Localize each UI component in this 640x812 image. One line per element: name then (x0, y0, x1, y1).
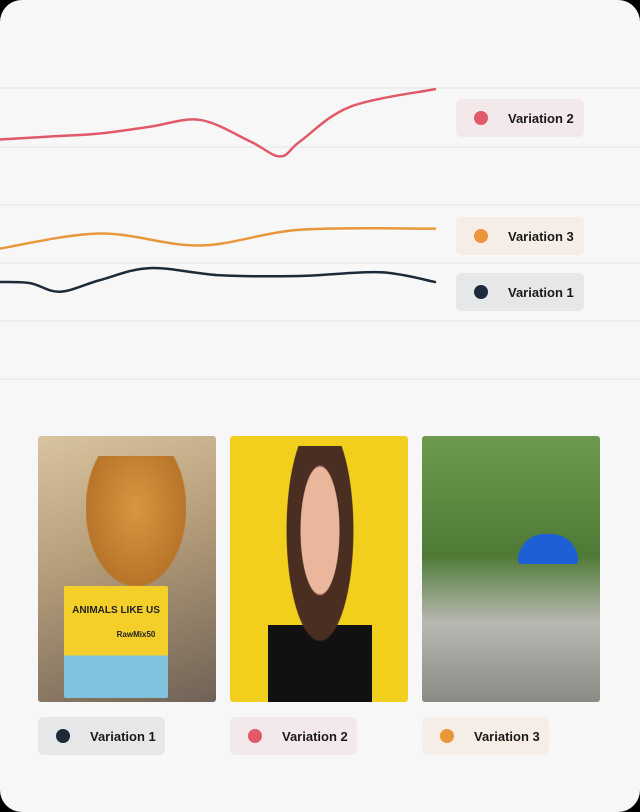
legend-label: Variation 2 (508, 110, 574, 126)
gallery-label: Variation 3 (474, 728, 540, 744)
legend-label: Variation 3 (508, 228, 574, 244)
gallery-label: Variation 2 (282, 728, 348, 744)
legend-item-variation-3: Variation 3 (456, 217, 584, 255)
line-chart (0, 87, 640, 380)
package-brand: ANIMALS LIKE US (72, 605, 160, 616)
legend-dot (474, 285, 488, 299)
series-line-variation-1 (0, 266, 437, 294)
series-line-variation-2 (0, 87, 437, 158)
pet-food-package: ANIMALS LIKE US RawMix50 (64, 586, 168, 698)
variation-2-image (230, 436, 408, 702)
legend-dot (56, 729, 70, 743)
legend-item-variation-1: Variation 1 (456, 273, 584, 311)
variation-1-image: ANIMALS LIKE US RawMix50 (38, 436, 216, 702)
series-line-variation-3 (0, 226, 437, 250)
cap-figure (518, 534, 578, 564)
gallery-label: Variation 1 (90, 728, 156, 744)
package-product: RawMix50 (116, 630, 156, 639)
legend-dot (474, 229, 488, 243)
legend-dot (248, 729, 262, 743)
gallery-label-variation-2: Variation 2 (230, 717, 357, 755)
gallery-label-variation-1: Variation 1 (38, 717, 165, 755)
legend-dot (474, 111, 488, 125)
legend-label: Variation 1 (508, 284, 574, 300)
gallery-label-variation-3: Variation 3 (422, 717, 549, 755)
legend-dot (440, 729, 454, 743)
woman-figure (268, 446, 372, 702)
dog-figure (86, 456, 186, 586)
legend-item-variation-2: Variation 2 (456, 99, 584, 137)
variation-3-image (422, 436, 600, 702)
